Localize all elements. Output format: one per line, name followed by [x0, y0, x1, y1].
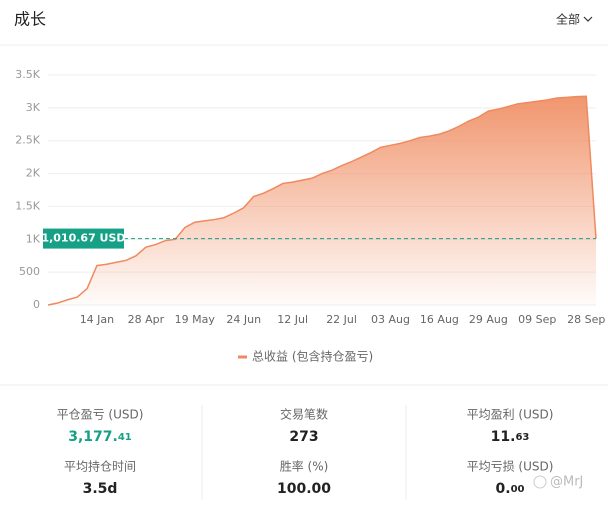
page-title: 成长 [14, 10, 46, 29]
stat-value-decimals: 63 [515, 432, 529, 443]
stat-label: 平仓盈亏 (USD) [57, 408, 144, 422]
watermark: @MrJ [550, 475, 583, 490]
area-fill [48, 96, 596, 306]
legend-label: 总收益 (包含持仓盈亏) [252, 349, 373, 364]
stat-label: 胜率 (%) [280, 459, 329, 474]
stat-value-main: 0. [496, 481, 511, 497]
x-tick-label: 24 Jun [226, 313, 261, 326]
stat-value-decimals: 41 [118, 432, 132, 443]
x-tick-label: 28 Apr [128, 313, 165, 326]
stats: 平仓盈亏 (USD) 3,177.41 交易笔数 273 平均盈利 (USD) 11.63… [57, 407, 554, 498]
stat-value: 3.5d [83, 481, 118, 497]
stat-value: 273 [289, 429, 318, 445]
stat-value: 0.00 [496, 481, 525, 497]
stat-value: 100.00 [277, 481, 331, 497]
dropdown-icon [583, 16, 593, 22]
stat-value-main: 3.5d [83, 481, 118, 497]
x-tick-label: 29 Aug [469, 313, 508, 326]
y-tick-label: 3.5K [15, 68, 40, 81]
stat-value-main: 273 [289, 429, 318, 445]
y-tick-label: 500 [19, 265, 40, 278]
reference-label: 1,010.67 USD [41, 232, 125, 245]
y-tick-label: 1K [26, 232, 41, 245]
y-tick-label: 2K [26, 167, 41, 180]
y-tick-label: 2.5K [15, 134, 40, 147]
y-tick-label: 0 [33, 298, 40, 311]
range-filter[interactable]: 全部 [556, 12, 580, 27]
stat-label: 平均持仓时间 [64, 459, 136, 474]
x-tick-label: 03 Aug [371, 313, 410, 326]
x-tick-label: 28 Sep [567, 313, 605, 326]
y-tick-label: 1.5K [15, 199, 40, 212]
line [47, 95, 597, 306]
stat-label: 交易笔数 [280, 407, 328, 422]
stat-value-decimals: 00 [511, 484, 525, 495]
stat-value-main: 100.00 [277, 481, 331, 497]
stat-value-main: 11. [491, 429, 516, 445]
y-tick-label: 3K [26, 101, 41, 114]
stat-label: 平均盈利 (USD) [467, 408, 554, 422]
x-tick-label: 16 Aug [420, 313, 459, 326]
x-tick-label: 19 May [175, 313, 216, 326]
x-tick-label: 09 Sep [518, 313, 556, 326]
chart: 0 500 1K 1.5K 2K 2.5K 3K 3.5K 14 Jan 28 Apr 19 May… [15, 68, 605, 364]
x-tick-label: 22 Jul [326, 313, 357, 326]
x-tick-label: 14 Jan [80, 313, 114, 326]
stat-value: 3,177.41 [68, 429, 132, 445]
stat-value: 11.63 [491, 429, 530, 445]
stat-value-main: 3,177. [68, 429, 118, 445]
reference-badge [43, 228, 124, 249]
watermark-icon [533, 475, 547, 489]
stat-label: 平均亏损 (USD) [467, 460, 554, 474]
x-tick-label: 12 Jul [277, 313, 308, 326]
